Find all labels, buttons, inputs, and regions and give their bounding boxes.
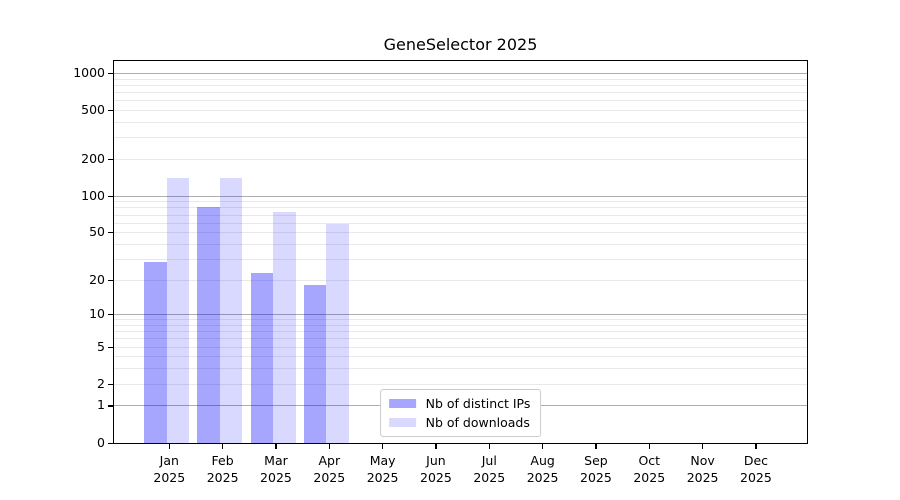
x-tick-mark	[488, 444, 490, 449]
y-tick-mark	[108, 279, 113, 281]
y-gridline-minor	[113, 258, 808, 260]
x-tick-mark	[648, 444, 650, 449]
x-tick-label-sep: Sep 2025	[580, 453, 612, 485]
y-gridline-minor	[113, 201, 808, 203]
x-tick-label-nov: Nov 2025	[686, 453, 719, 485]
y-gridline-minor	[113, 324, 808, 326]
y-tick-label: 2	[97, 375, 105, 391]
y-gridline-major	[113, 73, 808, 74]
y-tick-label: 5	[97, 338, 105, 354]
y-gridline-minor	[113, 78, 808, 80]
legend-item-downloads: Nb of downloads	[388, 415, 531, 430]
y-gridline-minor	[113, 92, 808, 94]
x-tick-mark	[435, 444, 437, 449]
x-tick-mark	[542, 444, 544, 449]
y-tick-label: 0	[97, 434, 105, 450]
y-tick-label: 1000	[73, 65, 105, 80]
x-tick-label-aug: Aug 2025	[526, 453, 559, 485]
y-gridline-minor	[113, 346, 808, 348]
x-tick-label-jul: Jul 2025	[473, 453, 506, 485]
y-gridline-minor	[113, 279, 808, 281]
y-gridline-major	[113, 314, 808, 316]
x-tick-mark	[328, 444, 330, 449]
y-tick-label: 50	[89, 224, 105, 240]
y-tick-mark	[108, 158, 113, 161]
y-tick-label: 200	[81, 150, 105, 166]
legend-label-downloads: Nb of downloads	[425, 415, 530, 430]
bar-distinct-ips	[303, 285, 327, 444]
bar-downloads	[166, 177, 189, 444]
bar-downloads	[273, 211, 296, 444]
y-tick-mark	[108, 314, 113, 316]
y-tick-mark	[108, 110, 113, 112]
legend-label-distinct-ips: Nb of distinct IPs	[425, 396, 531, 411]
y-gridline-major	[113, 195, 808, 197]
y-gridline-minor	[113, 100, 808, 102]
y-gridline-minor	[113, 331, 808, 333]
x-tick-label-dec: Dec 2025	[740, 453, 772, 485]
bar-distinct-ips	[144, 262, 167, 444]
x-tick-mark	[382, 444, 384, 449]
y-tick-label: 1	[97, 397, 105, 413]
legend-item-distinct-ips: Nb of distinct IPs	[388, 396, 531, 411]
y-gridline-minor	[113, 383, 808, 385]
x-tick-label-oct: Oct 2025	[633, 453, 666, 485]
y-tick-mark	[108, 405, 113, 407]
x-tick-mark	[755, 444, 757, 449]
y-gridline-minor	[113, 319, 808, 321]
y-tick-label: 100	[81, 187, 105, 203]
chart-title: GeneSelector 2025	[383, 35, 538, 54]
y-gridline-minor	[113, 121, 808, 123]
x-tick-label-jun: Jun 2025	[420, 453, 452, 485]
y-gridline-minor	[113, 137, 808, 139]
y-tick-mark	[108, 195, 113, 197]
y-gridline-minor	[113, 222, 808, 224]
x-tick-mark	[168, 444, 170, 449]
y-gridline-minor	[113, 214, 808, 216]
y-gridline-minor	[113, 338, 808, 340]
y-tick-mark	[108, 73, 113, 75]
y-tick-mark	[108, 346, 113, 348]
y-gridline-minor	[113, 368, 808, 370]
y-gridline-minor	[113, 84, 808, 86]
y-tick-mark	[108, 383, 113, 385]
y-gridline-minor	[113, 232, 808, 234]
plot-area: Nb of distinct IPs Nb of downloads	[113, 60, 808, 444]
legend: Nb of distinct IPs Nb of downloads	[379, 389, 542, 437]
bar-distinct-ips	[250, 272, 274, 444]
y-gridline-minor	[113, 207, 808, 209]
y-gridline-minor	[113, 243, 808, 245]
y-tick-label: 20	[89, 271, 105, 287]
x-tick-label-mar: Mar 2025	[260, 453, 292, 485]
legend-swatch-downloads-icon	[388, 418, 416, 427]
x-tick-label-apr: Apr 2025	[313, 453, 346, 485]
x-tick-label-may: May 2025	[366, 453, 399, 485]
y-gridline-minor	[113, 356, 808, 358]
y-tick-label: 10	[89, 306, 105, 322]
y-gridline-minor	[113, 110, 808, 112]
legend-swatch-distinct-ips-icon	[388, 399, 416, 408]
x-tick-mark	[222, 444, 224, 449]
x-tick-label-jan: Jan 2025	[153, 453, 186, 485]
y-tick-label: 500	[81, 102, 105, 118]
bar-distinct-ips	[197, 207, 220, 444]
bar-downloads	[326, 223, 349, 444]
bar-downloads	[219, 177, 243, 444]
x-tick-mark	[702, 444, 704, 449]
x-tick-mark	[275, 444, 277, 449]
x-tick-mark	[595, 444, 597, 449]
y-tick-mark	[108, 232, 113, 234]
x-tick-label-feb: Feb 2025	[206, 453, 239, 485]
y-gridline-minor	[113, 158, 808, 160]
y-tick-mark	[108, 442, 113, 444]
